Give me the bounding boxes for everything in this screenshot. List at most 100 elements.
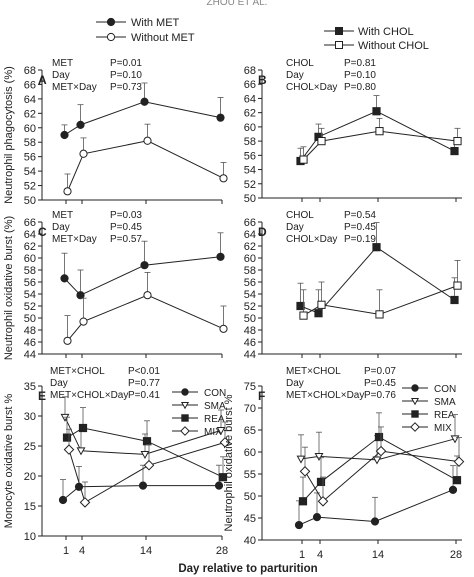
x-tick-label: 1 [299,549,305,561]
legend-label-con: CON [434,384,456,395]
data-point [79,149,88,158]
data-point [453,456,465,467]
y-tick-label: 58 [244,136,256,148]
data-point [450,146,459,156]
legend-chol: With CHOL Without CHOL [324,26,429,52]
y-tick-label: 30 [24,411,36,423]
legend-marker [411,384,419,392]
y-axis-title: Monocyte oxidative burst % [3,394,15,529]
data-point [78,423,88,433]
stat-term: Day [286,378,304,389]
y-tick-label: 62 [244,241,256,253]
data-point [452,476,462,485]
stat-term: Day [50,378,68,389]
stat-term: CHOL×Day [286,234,337,245]
series-mix [299,426,465,507]
panel-letter: F [258,389,265,403]
x-tick-label: 1 [63,545,69,557]
y-tick-label: 52 [244,301,256,313]
legend-marker [181,388,189,396]
series-line [64,101,221,136]
stat-pvalue: P=0.73 [110,82,142,93]
panel-letter: E [38,389,46,403]
legend-f: CON SMA REA MIX [402,384,456,434]
data-point [296,301,305,311]
filled-square-icon [335,27,343,35]
y-tick-label: 25 [24,441,36,453]
y-tick-label: 62 [24,108,36,120]
data-point [216,252,225,261]
data-point [63,444,75,455]
y-tick-label: 10 [24,531,36,543]
legend-label-without-met: Without MET [131,32,195,44]
series-without-met [63,123,228,196]
y-tick-label: 58 [24,137,36,149]
y-tick-label: 52 [24,181,36,193]
data-point [317,137,326,146]
data-point [314,453,324,462]
panel-letter: C [38,225,47,239]
legend-label-rea: REA [434,410,455,421]
data-point [140,261,149,270]
data-point [453,137,462,146]
data-point [216,427,226,436]
data-point [296,455,306,464]
y-tick-label: 50 [24,313,36,325]
y-tick-label: 65 [244,425,256,437]
y-tick-label: 45 [244,513,256,525]
open-square-icon [335,41,343,49]
stat-term: MET [52,210,73,221]
stat-term: MET×CHOL [50,366,105,377]
data-point [143,459,155,471]
data-point [143,291,152,300]
stat-term: Day [286,222,304,233]
data-point [60,130,69,140]
data-point [299,466,311,477]
legend-met: With MET Without MET [96,17,195,44]
data-point [448,485,458,494]
stat-pvalue: P=0.07 [364,366,396,377]
data-point [372,456,382,465]
y-tick-label: 44 [24,349,36,361]
data-point [375,127,384,136]
data-point [453,281,462,290]
y-tick-label: 66 [24,217,36,229]
y-tick-label: 48 [24,325,36,337]
stat-term: MET×CHOL×Day [50,390,128,401]
stat-pvalue: P=0.80 [344,82,376,93]
stat-term: MET [52,58,73,69]
y-tick-label: 40 [244,535,256,547]
x-tick-label: 14 [140,545,152,557]
data-point [63,336,72,345]
legend-marker [411,410,419,418]
y-tick-label: 70 [244,403,256,415]
data-point [79,317,88,326]
data-point [370,517,380,526]
legend-label-sma: SMA [204,401,226,412]
y-tick-label: 56 [24,152,36,164]
x-tick-label: 28 [450,549,462,561]
stat-pvalue: P=0.81 [344,58,376,69]
data-point [298,497,308,506]
y-axis-title: Neutrophil oxidative burst % [223,394,235,531]
y-tick-label: 66 [244,217,256,229]
y-tick-label: 68 [244,65,256,77]
panel-letter: B [258,73,267,87]
stat-pvalue: P=0.54 [344,210,376,221]
series-rea [298,412,462,506]
data-point [299,155,308,164]
y-axis-title: Neutrophil phagocytosis (%) [3,66,15,204]
series-sma [296,414,460,465]
data-point [375,310,384,319]
data-point [138,481,148,490]
y-tick-label: 64 [244,229,256,241]
data-point [375,445,387,457]
data-point [76,120,85,129]
data-point [219,324,228,333]
y-tick-label: 60 [24,123,36,135]
panel-e: 10 15 20 25 30 35 1 4 14 28 Monocyte oxidative bur… [3,366,231,557]
y-tick-label: 46 [24,337,36,349]
